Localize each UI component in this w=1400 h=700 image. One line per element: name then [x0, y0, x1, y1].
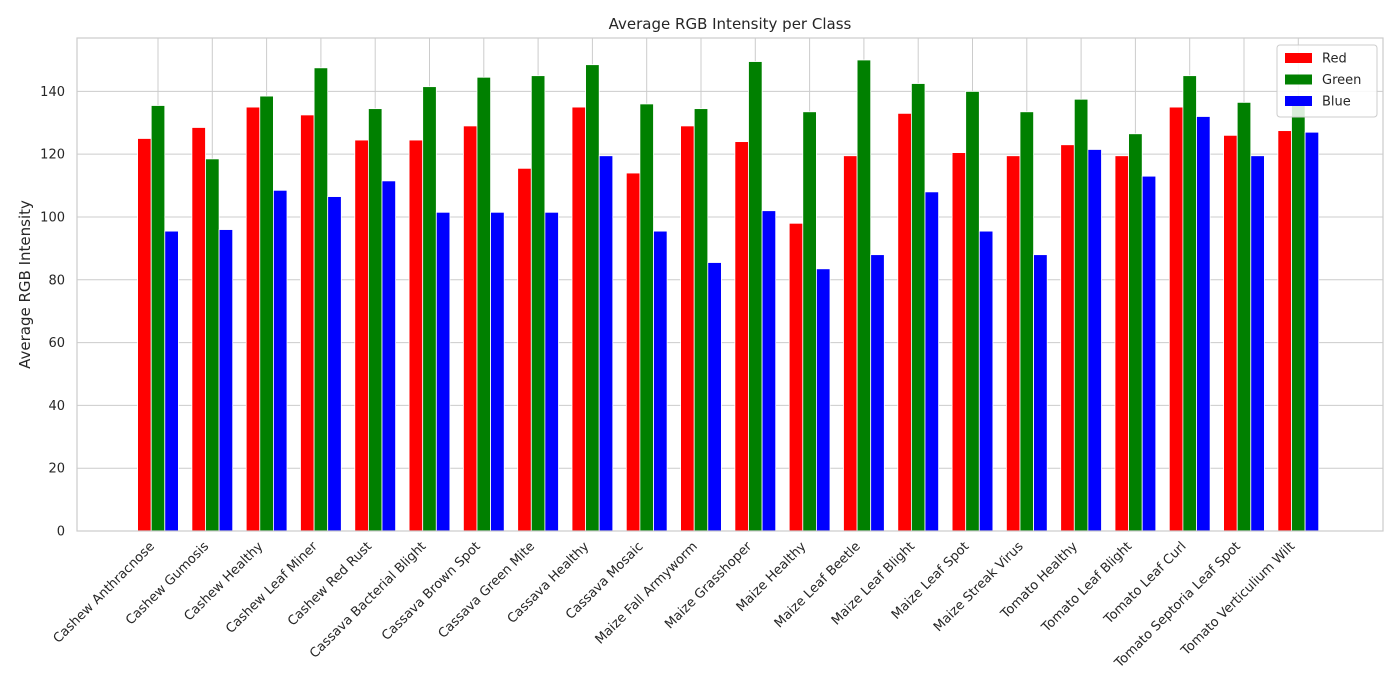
bar-green-tomato-verticulium-wilt [1291, 103, 1306, 532]
legend-swatch-green [1285, 74, 1312, 85]
bar-blue-tomato-verticulium-wilt [1304, 131, 1320, 532]
bar-green-cashew-leaf-miner [313, 67, 329, 532]
legend-label-red: Red [1322, 52, 1347, 67]
bar-blue-tomato-leaf-curl [1196, 116, 1211, 532]
bar-green-cashew-gumosis [205, 158, 220, 532]
bar-red-cashew-leaf-miner [300, 114, 315, 532]
legend-label-blue: Blue [1322, 95, 1351, 110]
bar-red-tomato-verticulium-wilt [1277, 130, 1292, 532]
bar-red-maize-grasshoper [734, 141, 749, 532]
bar-red-maize-leaf-beetle [843, 155, 858, 532]
bar-green-tomato-leaf-blight [1128, 133, 1143, 532]
x-tick-label: Cashew Anthracnose [51, 539, 158, 646]
bar-blue-maize-fall-armyworm [707, 262, 722, 532]
bar-blue-maize-healthy [816, 268, 831, 532]
bar-red-cashew-anthracnose [137, 138, 152, 532]
bar-red-cashew-red-rust [354, 139, 369, 532]
y-tick-label: 40 [48, 399, 65, 414]
bar-green-tomato-septoria-leaf-spot [1236, 101, 1252, 532]
bar-green-maize-grasshoper [748, 61, 763, 532]
bar-green-maize-fall-armyworm [693, 108, 709, 532]
bar-green-maize-streak-virus [1019, 111, 1035, 532]
bar-green-tomato-leaf-curl [1182, 75, 1197, 532]
bar-green-maize-leaf-beetle [856, 59, 872, 532]
bar-red-cassava-brown-spot [462, 125, 478, 532]
bar-blue-cashew-healthy [272, 189, 288, 532]
y-tick-label: 60 [48, 336, 65, 351]
bar-blue-maize-leaf-beetle [870, 254, 885, 532]
y-tick-label: 80 [48, 273, 65, 288]
bar-green-maize-leaf-spot [965, 90, 980, 532]
bar-blue-maize-leaf-blight [924, 191, 940, 532]
bar-red-cashew-gumosis [191, 127, 206, 532]
bar-blue-tomato-healthy [1087, 149, 1102, 532]
plot-frame [76, 37, 1384, 532]
bar-blue-cashew-red-rust [381, 180, 397, 532]
legend-swatch-red [1285, 53, 1312, 63]
bar-blue-cassava-healthy [598, 155, 614, 532]
y-tick-label: 140 [40, 85, 65, 100]
bar-red-maize-healthy [788, 222, 804, 532]
bar-red-cassava-green-mite [517, 167, 532, 532]
bar-green-cashew-red-rust [367, 108, 383, 532]
bar-blue-maize-streak-virus [1033, 254, 1048, 532]
x-tick-label: Tomato Leaf Blight [1038, 539, 1135, 636]
x-tick-label: Cashew Leaf Miner [223, 539, 321, 637]
legend: Red Green Blue [1276, 44, 1378, 118]
legend-label-green: Green [1322, 73, 1361, 88]
y-axis-label: Average RGB Intensity [16, 200, 34, 369]
bar-green-cassava-brown-spot [476, 76, 492, 532]
bar-blue-cashew-gumosis [218, 229, 234, 532]
chart-title: Average RGB Intensity per Class [609, 15, 852, 33]
y-tick-label: 20 [48, 462, 65, 477]
bar-green-cashew-healthy [259, 95, 274, 532]
bar-red-cashew-healthy [245, 106, 261, 532]
bar-red-cassava-healthy [571, 106, 587, 532]
bar-blue-cassava-brown-spot [490, 211, 505, 532]
bar-green-cassava-healthy [585, 64, 600, 532]
bar-red-tomato-healthy [1060, 144, 1075, 532]
bar-red-tomato-leaf-curl [1168, 106, 1184, 532]
bar-green-tomato-healthy [1073, 98, 1089, 532]
bar-green-cassava-bacterial-blight [422, 86, 437, 532]
bar-green-maize-leaf-blight [911, 83, 926, 532]
bar-green-cassava-green-mite [530, 75, 546, 532]
bar-blue-cassava-mosaic [653, 230, 668, 532]
bar-red-cassava-mosaic [625, 172, 641, 532]
x-tick-label: Maize Fall Armyworm [593, 539, 701, 647]
bar-green-cashew-anthracnose [150, 105, 166, 532]
bar-red-maize-leaf-blight [897, 112, 912, 532]
bar-blue-cassava-bacterial-blight [435, 211, 451, 532]
bar-green-maize-healthy [802, 111, 817, 532]
bar-blue-cashew-leaf-miner [327, 196, 342, 532]
bar-blue-maize-leaf-spot [978, 230, 994, 532]
bar-red-maize-streak-virus [1006, 155, 1021, 532]
x-tick-label: Cassava Brown Spot [379, 539, 484, 644]
bar-red-maize-fall-armyworm [680, 125, 695, 532]
bar-red-cassava-bacterial-blight [408, 139, 424, 532]
y-tick-label: 120 [40, 148, 65, 163]
y-axis-ticks: 0 20 40 60 80 100 120 140 [40, 85, 65, 540]
bars-layer [137, 59, 1320, 532]
bar-blue-tomato-septoria-leaf-spot [1250, 155, 1265, 532]
bar-green-cassava-mosaic [639, 103, 654, 532]
bar-blue-cassava-green-mite [544, 211, 559, 532]
y-tick-label: 100 [40, 210, 65, 225]
bar-blue-cashew-anthracnose [164, 230, 179, 532]
bar-blue-maize-grasshoper [761, 210, 777, 532]
bar-blue-tomato-leaf-blight [1141, 175, 1157, 532]
x-tick-label: Cassava Green Mite [436, 539, 538, 641]
x-tick-label: Maize Streak Virus [931, 539, 1027, 635]
legend-swatch-blue [1285, 96, 1312, 106]
bar-red-tomato-leaf-blight [1114, 155, 1130, 532]
bar-red-tomato-septoria-leaf-spot [1223, 134, 1238, 532]
bar-red-maize-leaf-spot [951, 152, 967, 532]
y-tick-label: 0 [57, 525, 65, 540]
x-tick-label: Tomato Verticulium Wilt [1178, 539, 1298, 659]
